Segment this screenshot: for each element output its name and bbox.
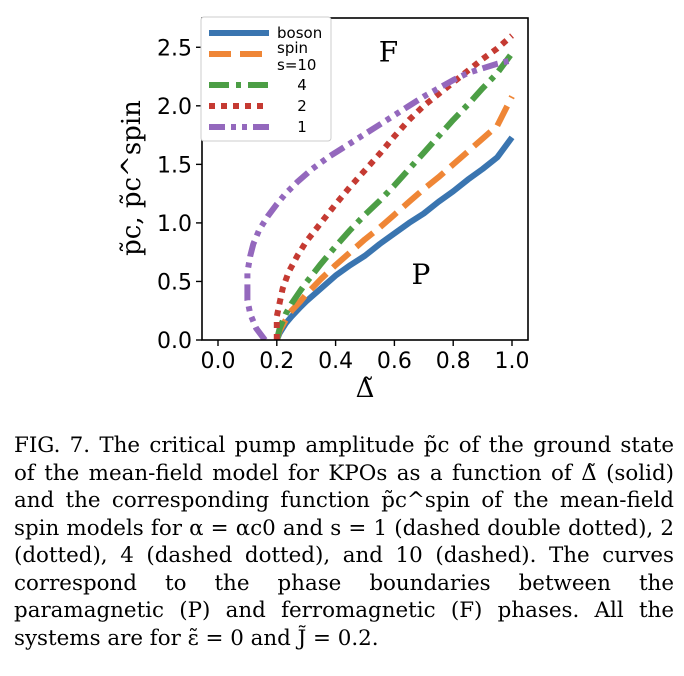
- chart: 0.0 0.2 0.4 0.6 0.8 1.00.00.51.01.52.02.5 FP …: [117, 16, 530, 404]
- series-line-1: [244, 57, 513, 340]
- legend-label: 2: [297, 97, 307, 115]
- y-axis-label: p̃c, p̃c^spin: [117, 100, 147, 256]
- y-tick-label: 0.5: [157, 270, 192, 295]
- legend-label: boson: [277, 24, 322, 42]
- figure-caption: FIG. 7. The critical pump amplitude p̃c …: [14, 433, 674, 651]
- x-tick-label: 1.0: [495, 349, 530, 374]
- series-line-spin: [273, 95, 515, 340]
- legend-label: 4: [297, 76, 307, 94]
- x-axis-label: Δ̃: [356, 374, 375, 404]
- region-label-F: F: [379, 35, 398, 68]
- series-line-4: [273, 51, 515, 340]
- y-tick-label: 2.0: [157, 95, 192, 120]
- legend-label: 1: [297, 118, 307, 136]
- x-tick-label: 0.2: [259, 349, 294, 374]
- region-label-P: P: [411, 258, 430, 291]
- x-tick-label: 0.0: [201, 349, 236, 374]
- legend-label: s=10: [277, 56, 316, 74]
- series-line-boson: [274, 135, 515, 340]
- x-tick-label: 0.8: [436, 349, 471, 374]
- y-tick-label: 1.5: [157, 153, 192, 178]
- y-tick-label: 0.0: [157, 329, 192, 354]
- legend-box: [200, 16, 332, 142]
- y-tick-label: 2.5: [157, 36, 192, 61]
- plot-area: 0.0 0.2 0.4 0.6 0.8 1.00.00.51.01.52.02.5 FP …: [157, 16, 530, 374]
- x-tick-label: 0.4: [318, 349, 353, 374]
- x-tick-label: 0.6: [377, 349, 412, 374]
- plot-frame: [201, 17, 529, 341]
- legend-label: spin: [277, 39, 308, 57]
- y-tick-label: 1.0: [157, 212, 192, 237]
